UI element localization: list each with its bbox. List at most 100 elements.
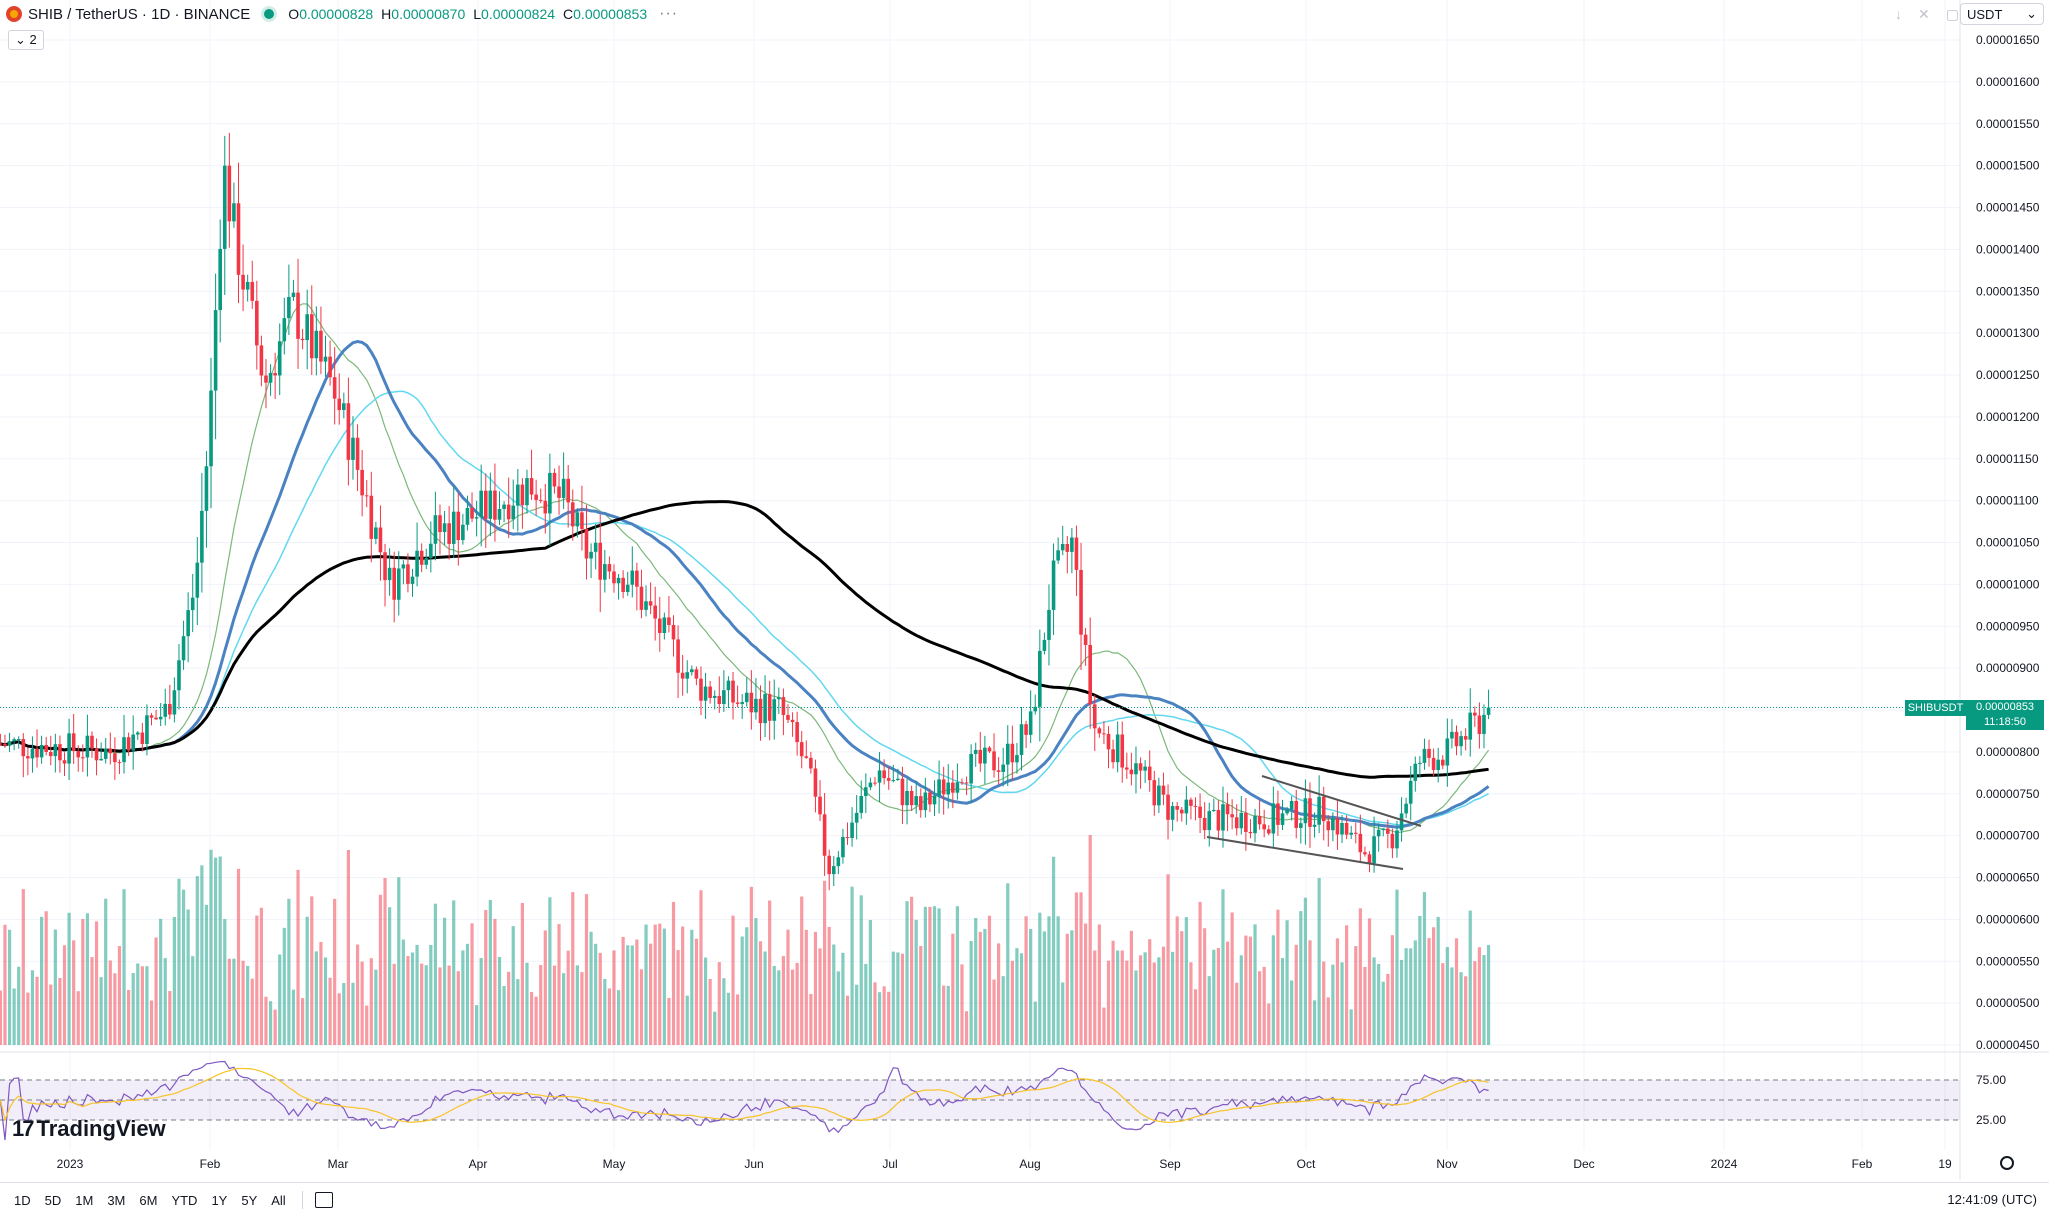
candle-body	[1344, 822, 1349, 835]
candle-body	[983, 747, 987, 764]
candle-body	[799, 742, 804, 757]
candle-body	[497, 508, 502, 520]
range-1d-button[interactable]: 1D	[14, 1192, 31, 1208]
volume-bar	[758, 941, 763, 1045]
settings-gear-icon[interactable]	[2000, 1156, 2014, 1170]
range-ytd-button[interactable]: YTD	[171, 1192, 198, 1208]
candle-body	[222, 165, 227, 249]
square-icon[interactable]: ▢	[1945, 6, 1959, 22]
rsi-tick-label: 75.00	[1976, 1073, 2006, 1087]
volume-bar	[1285, 920, 1289, 1045]
volume-bar	[1061, 982, 1065, 1045]
price-tick-label: 0.00000900	[1976, 661, 2040, 675]
candle-body	[1005, 743, 1010, 765]
volume-bar	[204, 904, 209, 1045]
volume-bar	[1184, 917, 1188, 1045]
candle-body	[1440, 759, 1445, 766]
volume-bar	[1230, 912, 1234, 1045]
volume-bar	[186, 909, 190, 1045]
volume-bar	[374, 969, 378, 1045]
open-value: 0.00000828	[299, 6, 374, 22]
candle-body	[905, 791, 909, 806]
volume-bar	[763, 951, 767, 1045]
candle-body	[465, 507, 470, 525]
range-all-button[interactable]: All	[271, 1192, 286, 1208]
volume-bar	[113, 973, 117, 1045]
volume-bar	[328, 977, 332, 1045]
volume-bar	[104, 898, 108, 1045]
candle-body	[1079, 569, 1083, 635]
symbol-title[interactable]: SHIB / TetherUS · 1D · BINANCE	[28, 5, 251, 23]
volume-bar	[461, 950, 465, 1045]
candle-body	[1147, 766, 1152, 781]
volume-bar	[891, 951, 895, 1045]
candle-body	[694, 669, 699, 679]
candle-body	[62, 760, 67, 764]
candle-body	[1294, 800, 1299, 828]
range-1y-button[interactable]: 1Y	[211, 1192, 228, 1208]
candle-body	[712, 695, 717, 698]
utc-clock[interactable]: 12:41:09 (UTC)	[1947, 1192, 2037, 1207]
volume-bar	[108, 960, 112, 1045]
range-5y-button[interactable]: 5Y	[241, 1192, 258, 1208]
range-3m-button[interactable]: 3M	[107, 1192, 126, 1208]
volume-bar	[731, 915, 735, 1045]
price-tick-label: 0.00000550	[1976, 954, 2040, 968]
range-1m-button[interactable]: 1M	[75, 1192, 94, 1208]
volume-bar	[877, 992, 882, 1045]
volume-bar	[823, 880, 827, 1045]
volume-bar	[7, 929, 12, 1045]
candle-body	[758, 698, 763, 724]
candle-body	[355, 437, 360, 470]
volume-bar	[3, 924, 7, 1045]
volume-bar	[740, 936, 744, 1045]
volume-bar	[337, 993, 341, 1045]
candle-body	[1445, 738, 1450, 766]
candle-body	[90, 735, 94, 749]
volume-bar	[1299, 911, 1303, 1045]
volume-bar	[438, 967, 442, 1045]
volume-bar	[1253, 924, 1257, 1045]
down-arrow-icon[interactable]: ↓	[1895, 6, 1903, 22]
candle-body	[131, 734, 135, 751]
candle-body	[1317, 796, 1321, 825]
volume-bar	[484, 910, 488, 1045]
volume-bar	[1468, 910, 1472, 1045]
candle-body	[1212, 809, 1216, 812]
candle-body	[241, 274, 245, 290]
more-options-button[interactable]: ···	[659, 5, 679, 22]
range-6m-button[interactable]: 6M	[139, 1192, 158, 1208]
candle-body	[690, 669, 694, 673]
bar-countdown: 11:18:50	[1983, 716, 2026, 728]
indicators-toggle-button[interactable]: ⌄ 2	[8, 30, 44, 50]
go-to-date-calendar-icon[interactable]	[314, 1192, 333, 1208]
volume-bar	[323, 957, 328, 1045]
volume-bar	[53, 929, 57, 1045]
volume-bar	[557, 924, 561, 1045]
candle-body	[1083, 634, 1088, 645]
currency-select[interactable]: USDT ⌄	[1960, 3, 2044, 25]
candle-body	[351, 437, 355, 460]
candle-body	[291, 292, 296, 298]
candle-body	[429, 543, 433, 559]
candle-body	[864, 787, 868, 797]
volume-bar	[1207, 976, 1211, 1045]
candle-body	[1482, 714, 1486, 734]
tradingview-logo[interactable]: 17 TradingView	[12, 1116, 166, 1142]
volume-bar	[649, 943, 653, 1045]
candle-body	[415, 550, 419, 577]
volume-bar	[1111, 940, 1115, 1045]
volume-bar	[1125, 960, 1129, 1045]
cross-icon[interactable]: ✕	[1918, 6, 1930, 22]
volume-bar	[1390, 935, 1394, 1045]
range-5d-button[interactable]: 5D	[44, 1192, 62, 1208]
candle-body	[424, 558, 429, 565]
volume-bars	[0, 835, 1491, 1045]
volume-bar	[589, 931, 593, 1045]
volume-bar	[282, 927, 286, 1045]
volume-bar	[1001, 976, 1005, 1045]
volume-bar	[1477, 947, 1481, 1045]
candle-body	[209, 390, 213, 467]
volume-bar	[1019, 953, 1024, 1045]
